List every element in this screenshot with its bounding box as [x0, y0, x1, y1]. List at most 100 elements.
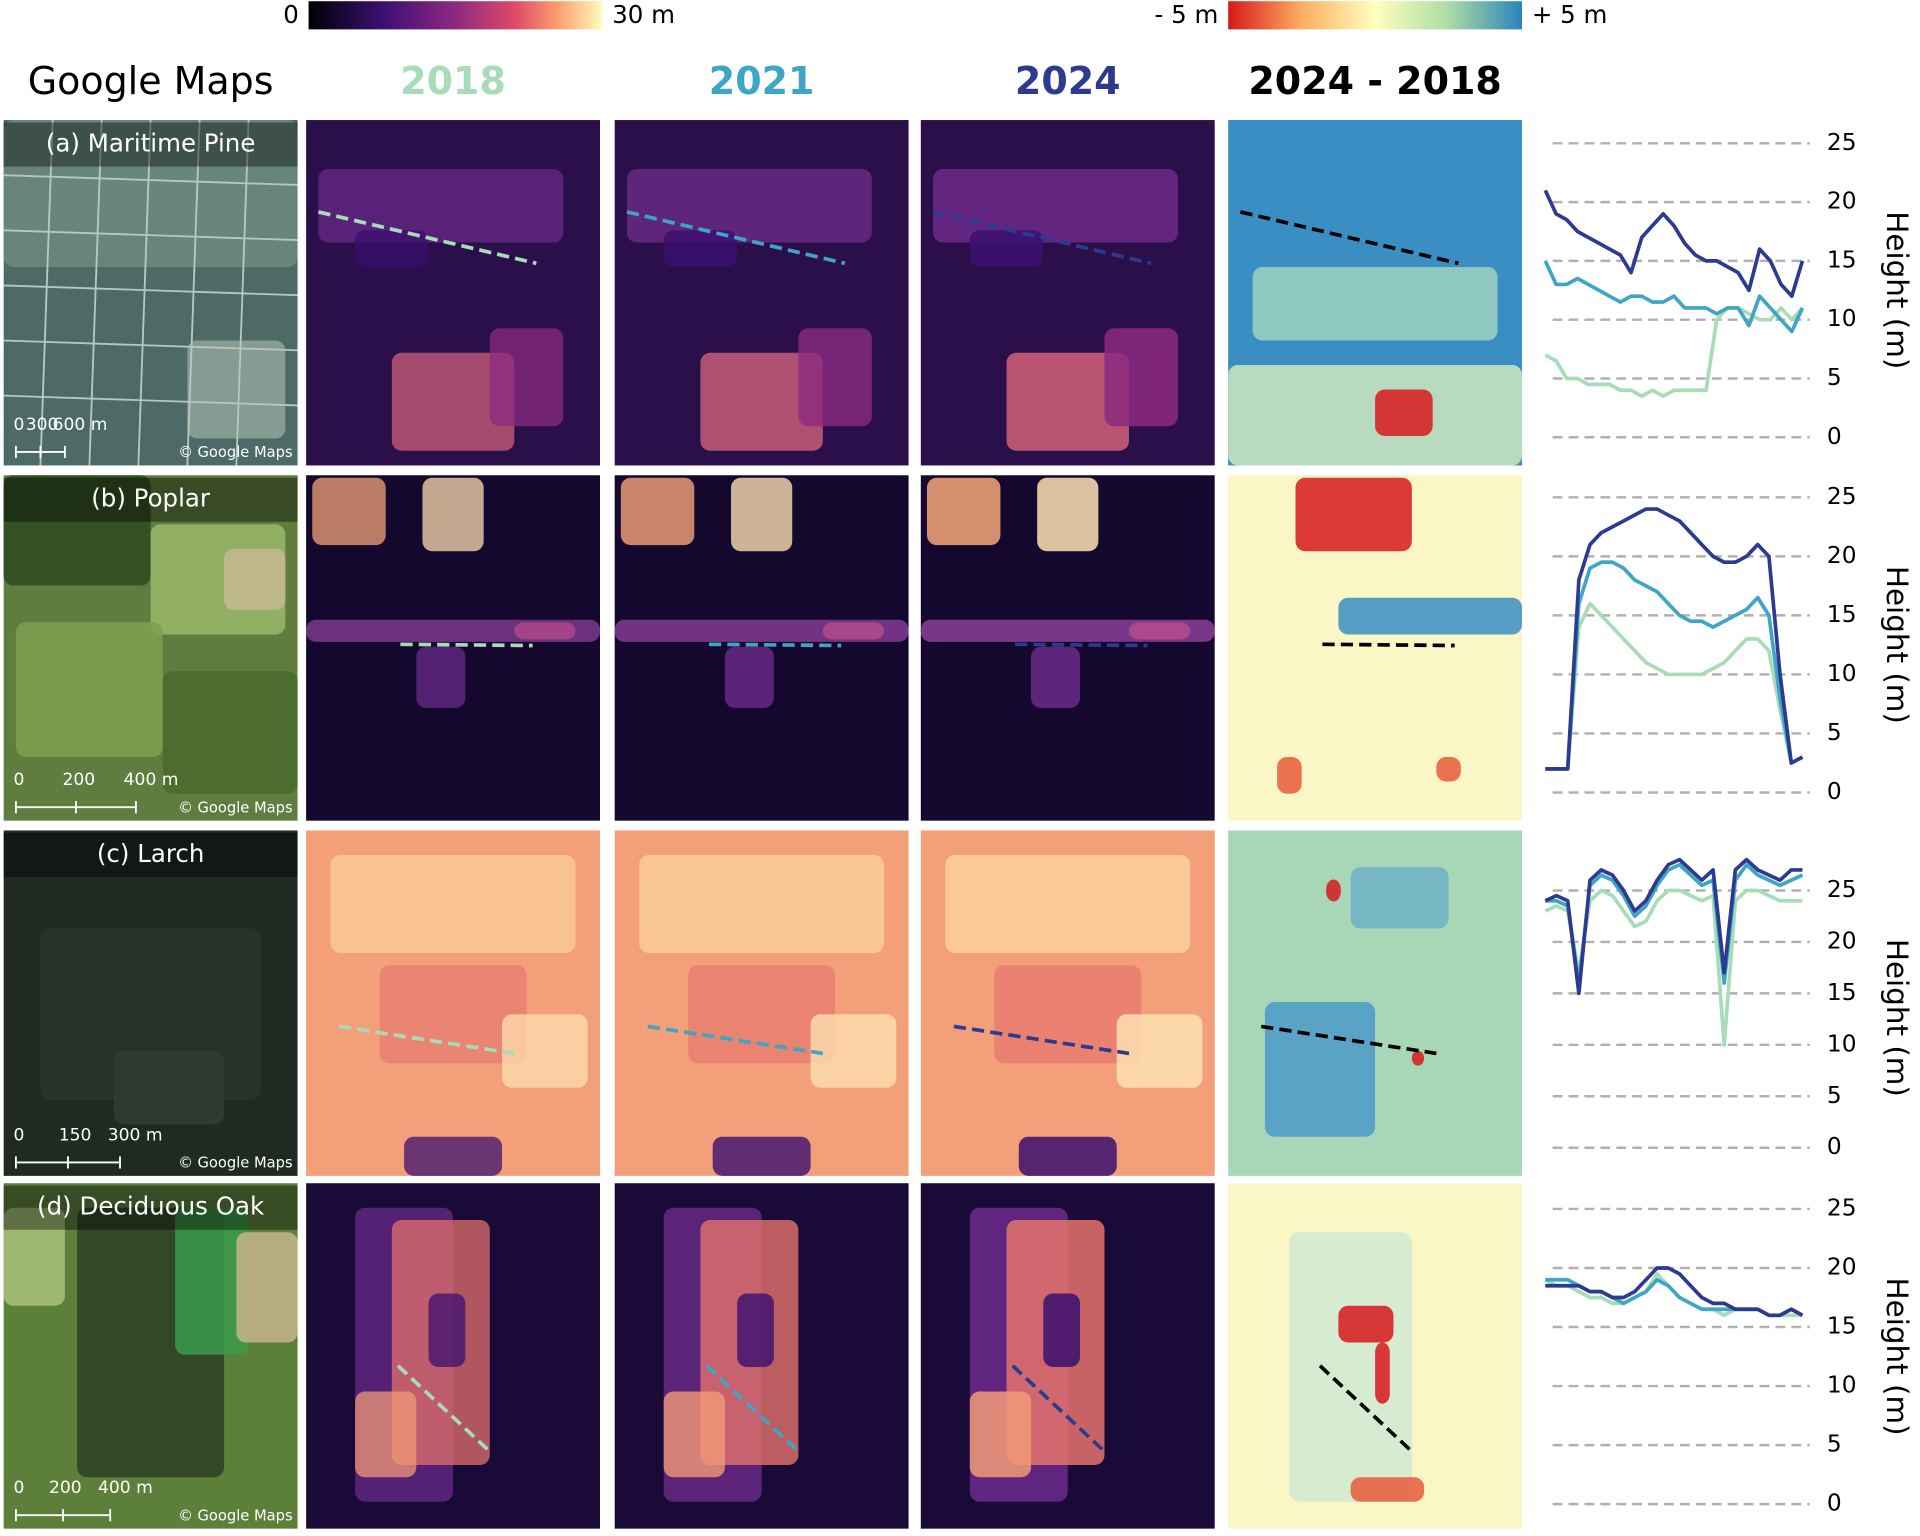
column-header: 2021 — [709, 59, 815, 103]
colorbar-min-label: - 5 m — [1155, 0, 1219, 29]
height-map-patch — [318, 169, 564, 243]
height-map-patch — [620, 477, 695, 546]
y-tick-label: 15 — [1827, 601, 1857, 628]
profile-transect — [953, 1024, 1130, 1056]
y-tick-label: 15 — [1827, 246, 1857, 273]
height-map-patch — [945, 854, 1191, 953]
satellite-image-road — [3, 174, 298, 186]
profile-transect — [932, 210, 1152, 266]
profile-transect — [400, 642, 533, 648]
panel-label-background — [3, 832, 298, 878]
y-tick-label: 25 — [1827, 1194, 1857, 1221]
height-map-patch — [391, 352, 515, 451]
panel-label: (d) Deciduous Oak — [37, 1192, 265, 1221]
column-header: 2024 - 2018 — [1248, 59, 1501, 103]
scale-label: 0 — [13, 770, 24, 790]
y-tick-label: 15 — [1827, 979, 1857, 1006]
profile-transect — [626, 210, 846, 266]
profile-transect — [1239, 210, 1459, 266]
profile-transect — [1015, 642, 1148, 648]
height-map-patch — [404, 1136, 503, 1176]
y-tick-label: 5 — [1827, 364, 1842, 391]
satellite-image-road — [3, 284, 298, 297]
height-map-patch — [700, 352, 823, 451]
column-header: Google Maps — [28, 59, 274, 103]
satellite-image-road — [88, 120, 103, 466]
difference-map-patch — [1326, 879, 1341, 902]
height-map-patch — [724, 646, 774, 708]
height-map-patch — [663, 1391, 725, 1478]
height-map-patch — [1104, 328, 1178, 427]
scale-label: 300 — [26, 415, 59, 435]
difference-map-patch — [1264, 1001, 1376, 1137]
satellite-image-patch — [15, 622, 163, 757]
profile-line — [1544, 857, 1803, 996]
y-tick-label: 0 — [1827, 423, 1842, 450]
profile-transect — [705, 1364, 800, 1453]
y-tick-label: 25 — [1827, 876, 1857, 903]
difference-map-patch — [1295, 477, 1412, 552]
difference-map-patch — [1436, 756, 1461, 782]
height-map-patch — [514, 622, 576, 640]
panel-label-background — [3, 1185, 298, 1230]
satellite-image-patch — [175, 1207, 249, 1355]
difference-map-patch — [1338, 597, 1523, 635]
difference-map-patch — [1252, 267, 1498, 341]
height-map-patch — [330, 854, 576, 953]
scale-label: 400 m — [124, 770, 179, 790]
scale-label: 200 — [62, 770, 95, 790]
colorbar-height — [308, 1, 603, 30]
difference-map-patch — [1375, 1342, 1390, 1404]
scale-label: 400 m — [98, 1478, 153, 1498]
y-tick-label: 10 — [1827, 1030, 1857, 1057]
map-credit: © Google Maps — [178, 1155, 292, 1172]
satellite-image-road — [235, 120, 250, 466]
profile-line — [1545, 560, 1804, 771]
satellite-image-patch — [3, 120, 298, 268]
profile-transect — [708, 642, 842, 648]
y-axis-label: Height (m) — [1880, 211, 1914, 369]
profile-transect — [396, 1364, 492, 1453]
height-map-patch — [1128, 622, 1191, 640]
difference-map-patch — [1289, 1232, 1412, 1502]
scale-label: 200 — [49, 1478, 82, 1498]
height-map-patch — [639, 854, 885, 953]
map-credit: © Google Maps — [178, 1507, 292, 1524]
profile-transect — [338, 1024, 515, 1056]
height-map-patch — [737, 1293, 774, 1367]
y-tick-label: 5 — [1827, 719, 1842, 746]
height-map-patch — [1043, 1293, 1080, 1367]
panel-label-background — [3, 477, 298, 522]
scale-label: 150 — [59, 1125, 92, 1145]
scale-label: 0 — [13, 1125, 24, 1145]
y-tick-label: 10 — [1827, 305, 1857, 332]
y-tick-label: 5 — [1827, 1431, 1842, 1458]
profile-line — [1543, 260, 1805, 334]
height-map-patch — [312, 477, 386, 546]
satellite-image-road — [3, 229, 298, 241]
height-map-patch — [663, 230, 738, 268]
scale-label: 300 m — [108, 1125, 163, 1145]
y-tick-label: 25 — [1827, 129, 1857, 156]
height-map-patch — [1037, 477, 1099, 552]
height-map-patch — [422, 477, 484, 552]
y-axis-label: Height (m) — [1880, 1278, 1914, 1436]
satellite-image-patch — [162, 671, 298, 794]
y-tick-label: 20 — [1827, 927, 1857, 954]
panel-label-background — [3, 122, 298, 167]
height-map-patch — [731, 477, 793, 552]
profile-line — [1544, 1272, 1803, 1318]
satellite-image-road — [186, 120, 201, 466]
satellite-image-patch — [236, 1232, 298, 1343]
profile-transect — [1318, 1364, 1414, 1453]
height-map-patch — [822, 622, 885, 640]
satellite-image-patch — [187, 340, 286, 439]
colorbar-min-label: 0 — [283, 0, 299, 29]
height-map-patch — [1116, 1014, 1203, 1088]
profile-line — [1543, 189, 1805, 299]
difference-map-patch — [1338, 1305, 1394, 1343]
height-map-patch — [355, 1391, 417, 1478]
height-map-patch — [502, 1014, 588, 1088]
y-tick-label: 20 — [1827, 1253, 1857, 1280]
